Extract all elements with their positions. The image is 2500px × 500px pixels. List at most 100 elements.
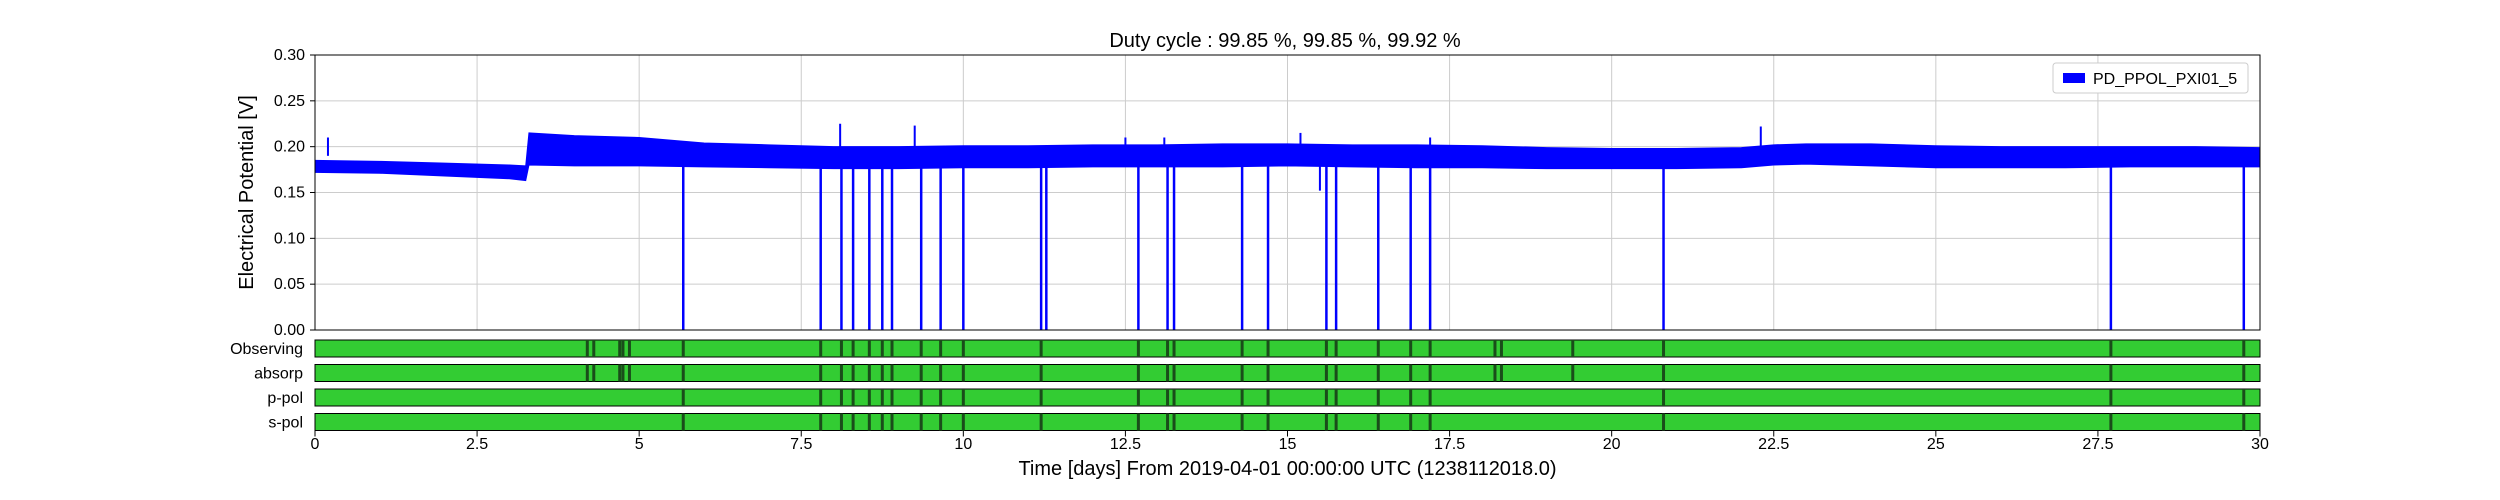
segment-gap bbox=[919, 364, 923, 382]
segment-gap bbox=[819, 413, 823, 431]
segment-gap bbox=[592, 340, 596, 357]
segment-gap bbox=[1571, 340, 1575, 357]
segment-gap bbox=[1409, 364, 1413, 382]
segment-gap bbox=[919, 340, 923, 357]
x-tick-label: 22.5 bbox=[1758, 436, 1789, 453]
segment-gap bbox=[681, 364, 685, 382]
segment-gap bbox=[880, 364, 884, 382]
segment-gap bbox=[867, 364, 871, 382]
segment-gap bbox=[1428, 340, 1432, 357]
segment-gap bbox=[2109, 389, 2113, 406]
segment-gap bbox=[839, 413, 843, 431]
segment-bar bbox=[314, 364, 2261, 382]
y-tick-label: 0.10 bbox=[274, 230, 305, 247]
segment-gap bbox=[939, 413, 943, 431]
x-tick-label: 5 bbox=[635, 436, 644, 453]
segment-gap bbox=[621, 364, 625, 382]
x-tick-label: 0 bbox=[311, 436, 320, 453]
segment-gap bbox=[1409, 389, 1413, 406]
y-tick-label: 0.00 bbox=[274, 322, 305, 339]
legend: PD_PPOL_PXI01_5 bbox=[2052, 62, 2249, 94]
segment-gap bbox=[1334, 389, 1338, 406]
segment-gap bbox=[1376, 364, 1380, 382]
segment-gap bbox=[1409, 340, 1413, 357]
segment-gap bbox=[1428, 364, 1432, 382]
segment-gap bbox=[1172, 340, 1176, 357]
segment-gap bbox=[1136, 364, 1140, 382]
y-axis-label: Electrical Potential [V] bbox=[236, 95, 258, 290]
segment-gap bbox=[681, 413, 685, 431]
segment-gap bbox=[2242, 413, 2246, 431]
segment-gap bbox=[1499, 364, 1503, 382]
segment-gap bbox=[2109, 340, 2113, 357]
segment-gap bbox=[681, 340, 685, 357]
segment-gap bbox=[1172, 389, 1176, 406]
segment-gap bbox=[1039, 389, 1043, 406]
segment-gap bbox=[1428, 413, 1432, 431]
segment-gap bbox=[1136, 413, 1140, 431]
segment-gap bbox=[618, 364, 622, 382]
segment-gap bbox=[1662, 389, 1666, 406]
segment-gap bbox=[1324, 413, 1328, 431]
segment-bar bbox=[314, 388, 2261, 407]
segment-gap bbox=[819, 389, 823, 406]
segment-gap bbox=[681, 389, 685, 406]
segment-gap bbox=[939, 364, 943, 382]
y-axis: 0.00 0.05 0.10 0.15 0.20 0.25 0.30 bbox=[274, 47, 315, 339]
segment-gap bbox=[1166, 364, 1170, 382]
segment-gap bbox=[1240, 340, 1244, 357]
segment-gap bbox=[851, 389, 855, 406]
segment-gap bbox=[1266, 413, 1270, 431]
segment-gap bbox=[867, 413, 871, 431]
segment-gap bbox=[1376, 413, 1380, 431]
segment-gap bbox=[1428, 389, 1432, 406]
segment-gap bbox=[1493, 340, 1497, 357]
segment-gap bbox=[819, 364, 823, 382]
segment-gap bbox=[1662, 364, 1666, 382]
grid bbox=[314, 54, 2261, 331]
segment-gap bbox=[1266, 340, 1270, 357]
x-tick-label: 2.5 bbox=[466, 436, 488, 453]
segment-gap bbox=[1324, 340, 1328, 357]
segment-gap bbox=[1571, 364, 1575, 382]
segment-gap bbox=[851, 413, 855, 431]
segment-gap bbox=[1493, 364, 1497, 382]
segment-gap bbox=[1266, 364, 1270, 382]
segment-gap bbox=[1172, 413, 1176, 431]
segment-row-label: Observing bbox=[230, 341, 303, 358]
segment-gap bbox=[1499, 340, 1503, 357]
segment-gap bbox=[867, 340, 871, 357]
segment-gap bbox=[1662, 340, 1666, 357]
segment-gap bbox=[1166, 340, 1170, 357]
segment-gap bbox=[919, 389, 923, 406]
x-axis-label: Time [days] From 2019-04-01 00:00:00 UTC… bbox=[1018, 458, 1556, 480]
segment-gap bbox=[627, 340, 631, 357]
segment-rows: Observing absorp p-pol s-pol bbox=[230, 339, 2261, 432]
segment-gap bbox=[1662, 413, 1666, 431]
x-tick-label: 15 bbox=[1279, 436, 1297, 453]
x-tick-label: 7.5 bbox=[790, 436, 812, 453]
x-tick-label: 30 bbox=[2251, 436, 2269, 453]
segment-gap bbox=[880, 340, 884, 357]
segment-gap bbox=[939, 340, 943, 357]
segment-gap bbox=[1136, 389, 1140, 406]
legend-box bbox=[2052, 62, 2249, 94]
segment-gap bbox=[592, 364, 596, 382]
x-tick-label: 10 bbox=[954, 436, 972, 453]
segment-gap bbox=[2242, 389, 2246, 406]
segment-gap bbox=[839, 340, 843, 357]
segment-gap bbox=[1240, 413, 1244, 431]
segment-gap bbox=[890, 389, 894, 406]
segment-gap bbox=[627, 364, 631, 382]
segment-gap bbox=[1172, 364, 1176, 382]
segment-gap bbox=[851, 340, 855, 357]
segment-gap bbox=[1266, 389, 1270, 406]
segment-gap bbox=[2109, 364, 2113, 382]
segment-gap bbox=[867, 389, 871, 406]
segment-gap bbox=[880, 389, 884, 406]
segment-gap bbox=[1334, 413, 1338, 431]
x-tick-label: 27.5 bbox=[2082, 436, 2113, 453]
segment-gap bbox=[1334, 340, 1338, 357]
segment-gap bbox=[961, 413, 965, 431]
segment-gap bbox=[890, 340, 894, 357]
